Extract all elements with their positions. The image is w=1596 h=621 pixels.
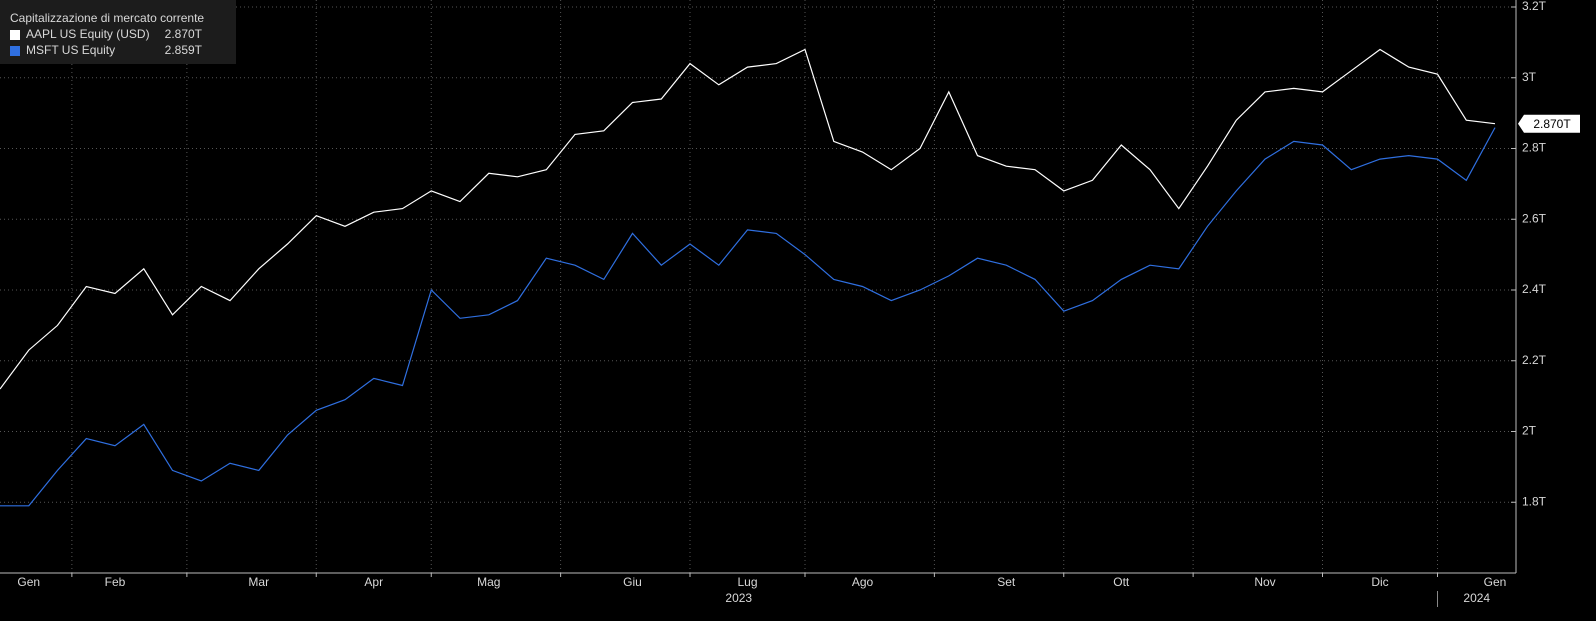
x-tick-label: Gen [17,575,40,589]
x-tick-label: Gen [1484,575,1507,589]
y-tick-label: 2.2T [1522,353,1547,367]
year-label: 2023 [725,591,752,605]
legend: Capitalizzazione di mercato corrente AAPL… [0,0,236,64]
value-flag [1518,114,1580,133]
legend-swatch [10,46,20,56]
x-tick-label: Giu [623,575,642,589]
legend-label: MSFT US Equity [26,43,115,57]
x-tick-label: Dic [1371,575,1388,589]
year-label: 2024 [1463,591,1490,605]
y-tick-label: 3.2T [1522,0,1547,13]
legend-label: AAPL US Equity (USD) [26,27,150,41]
x-tick-label: Mag [477,575,500,589]
x-tick-label: Ago [852,575,874,589]
legend-value: 2.870T [165,27,203,41]
value-flag-label: 2.870T [1533,117,1571,131]
y-tick-label: 2.6T [1522,211,1547,225]
y-tick-label: 2.4T [1522,282,1547,296]
x-tick-label: Apr [364,575,383,589]
y-tick-label: 2.8T [1522,141,1547,155]
x-tick-label: Set [997,575,1016,589]
series-line [0,48,1496,390]
legend-title: Capitalizzazione di mercato corrente [10,11,204,25]
legend-box [0,0,236,64]
x-tick-label: Nov [1254,575,1275,589]
x-tick-label: Ott [1113,575,1130,589]
x-tick-label: Lug [737,575,757,589]
y-tick-label: 1.8T [1522,494,1547,508]
y-tick-label: 2T [1522,424,1537,438]
y-tick-label: 3T [1522,70,1537,84]
x-tick-label: Feb [105,575,126,589]
series-line [0,127,1496,507]
x-tick-label: Mar [248,575,269,589]
legend-value: 2.859T [165,43,203,57]
legend-swatch [10,30,20,40]
